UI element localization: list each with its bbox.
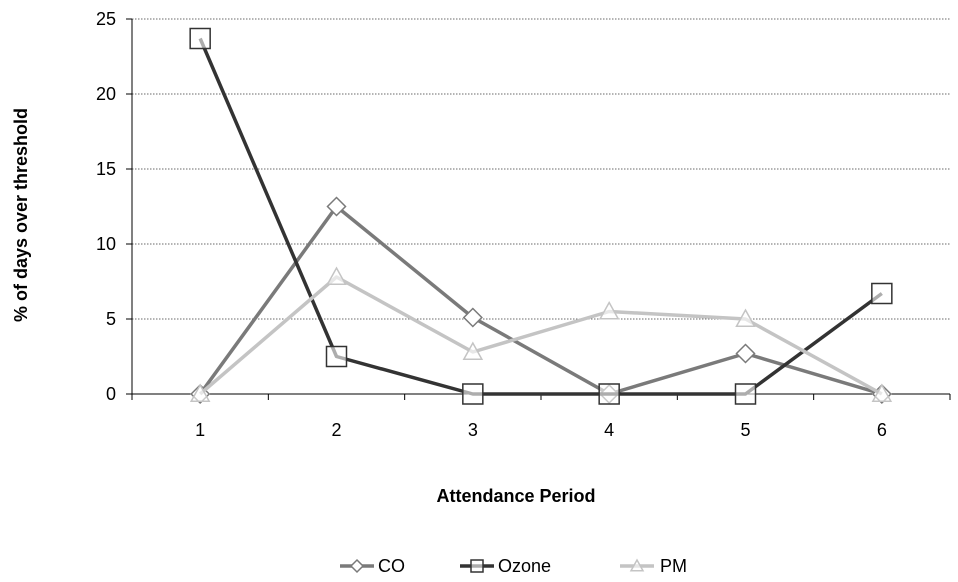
data-point-ozone xyxy=(189,27,211,50)
data-point-pm xyxy=(735,308,756,327)
legend-label-co: CO xyxy=(378,556,405,576)
data-point-pm xyxy=(871,383,893,402)
x-tick-labels: 1 2 3 4 5 6 xyxy=(195,420,887,440)
legend: CO Ozone PM xyxy=(340,556,687,576)
legend-marker-pm xyxy=(629,558,645,572)
x-tick-label: 3 xyxy=(468,420,478,440)
y-tick-label: 5 xyxy=(106,309,116,329)
data-point-co xyxy=(462,307,483,328)
x-tick-label: 6 xyxy=(877,420,887,440)
data-point-ozone xyxy=(325,345,348,368)
data-point-ozone xyxy=(598,383,620,405)
gridlines xyxy=(132,18,950,320)
legend-label-pm: PM xyxy=(660,556,687,576)
data-point-pm xyxy=(462,341,484,360)
y-tick-label: 15 xyxy=(96,159,116,179)
series-group xyxy=(189,27,893,405)
data-point-pm xyxy=(189,383,211,402)
x-tick-label: 5 xyxy=(740,420,750,440)
x-tick-label: 2 xyxy=(331,420,341,440)
axes xyxy=(126,18,951,400)
y-tick-label: 10 xyxy=(96,234,116,254)
data-point-ozone xyxy=(734,383,757,405)
y-tick-labels: 0 5 10 15 20 25 xyxy=(96,9,116,404)
data-point-pm xyxy=(326,266,347,285)
x-axis-title: Attendance Period xyxy=(436,486,595,506)
x-tick-label: 1 xyxy=(195,420,205,440)
data-point-pm xyxy=(598,300,620,320)
data-point-ozone xyxy=(871,282,893,305)
data-point-ozone xyxy=(462,383,484,405)
data-point-co xyxy=(326,196,347,217)
y-tick-label: 20 xyxy=(96,84,116,104)
series-line-co xyxy=(198,204,883,396)
y-axis-title: % of days over threshold xyxy=(11,108,31,322)
y-tick-label: 25 xyxy=(96,9,116,29)
x-tick-label: 4 xyxy=(604,420,614,440)
y-tick-label: 0 xyxy=(106,384,116,404)
series-line-pm xyxy=(199,275,883,396)
legend-marker-co xyxy=(349,558,365,574)
data-point-co xyxy=(735,343,756,364)
legend-marker-ozone xyxy=(470,559,484,573)
legend-label-ozone: Ozone xyxy=(498,556,551,576)
series-line-ozone xyxy=(198,37,883,396)
